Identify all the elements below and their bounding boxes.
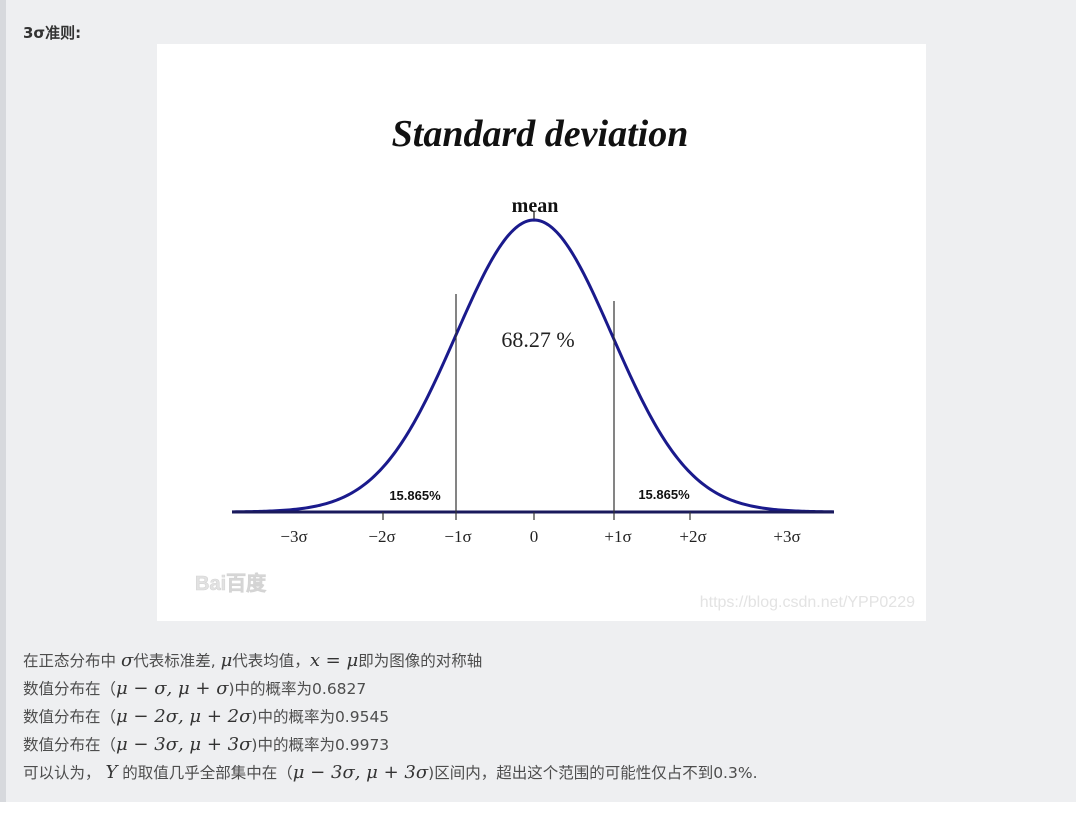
section-title: 3σ准则:: [23, 24, 82, 42]
baidu-watermark: Bai百度: [195, 571, 267, 595]
math-interval-2-sigma: μ − 2σ, μ + 2σ: [116, 706, 252, 727]
text-line-4: 数值分布在（μ − 3σ, μ + 3σ)中的概率为0.9973: [23, 732, 1063, 760]
text-line-2: 数值分布在（μ − σ, μ + σ)中的概率为0.6827: [23, 676, 1063, 704]
bell-curve: [231, 218, 835, 514]
left-tail-percentage: 15.865%: [389, 488, 441, 503]
text-segment: 数值分布在（: [23, 708, 117, 726]
text-segment: )中的概率为0.9973: [251, 736, 390, 754]
diagram-title: Standard deviation: [392, 113, 689, 155]
explanation-text: 在正态分布中 σ代表标准差, μ代表均值，x = μ即为图像的对称轴 数值分布在…: [23, 648, 1063, 788]
mean-label: mean: [512, 195, 559, 217]
math-interval-3-sigma: μ − 3σ, μ + 3σ: [292, 762, 429, 783]
right-tail-percentage: 15.865%: [638, 487, 690, 502]
text-segment: 即为图像的对称轴: [358, 652, 483, 670]
text-line-5: 可以认为， Y 的取值几乎全部集中在（μ − 3σ, μ + 3σ)区间内，超出…: [23, 760, 1063, 788]
text-segment: )区间内，超出这个范围的可能性仅占不到0.3%.: [428, 764, 758, 782]
math-interval-1-sigma: μ − σ, μ + σ: [116, 678, 229, 699]
text-segment: 的取值几乎全部集中在（: [117, 764, 293, 782]
text-line-3: 数值分布在（μ − 2σ, μ + 2σ)中的概率为0.9545: [23, 704, 1063, 732]
text-segment: 在正态分布中: [23, 652, 121, 670]
tick-label-zero: 0: [530, 527, 539, 546]
text-line-1: 在正态分布中 σ代表标准差, μ代表均值，x = μ即为图像的对称轴: [23, 648, 1063, 676]
text-segment: 可以认为，: [23, 764, 106, 782]
math-sigma: σ: [120, 650, 134, 671]
blockquote: 3σ准则: Standard deviation mean 68.27 % 15…: [0, 0, 1076, 802]
center-percentage: 68.27 %: [501, 327, 574, 352]
math-variable-y: Y: [105, 762, 118, 783]
text-segment: 数值分布在（: [23, 736, 117, 754]
tick-label-plus-3: +3σ: [773, 527, 800, 546]
math-mu: μ: [220, 650, 233, 671]
tick-label-plus-2: +2σ: [679, 527, 706, 546]
tick-label-minus-1: −1σ: [444, 527, 471, 546]
text-segment: 代表标准差,: [133, 652, 221, 670]
csdn-url-watermark: https://blog.csdn.net/YPP0229: [700, 594, 915, 611]
normal-distribution-svg: Standard deviation mean 68.27 % 15.865% …: [195, 113, 915, 611]
text-segment: )中的概率为0.9545: [251, 708, 390, 726]
text-segment: 数值分布在（: [23, 680, 117, 698]
tick-label-minus-2: −2σ: [368, 527, 395, 546]
text-segment: 代表均值，: [232, 652, 310, 670]
normal-distribution-figure: Standard deviation mean 68.27 % 15.865% …: [157, 44, 926, 621]
text-segment: )中的概率为0.6827: [228, 680, 367, 698]
math-interval-3-sigma: μ − 3σ, μ + 3σ: [116, 734, 252, 755]
tick-label-plus-1: +1σ: [604, 527, 631, 546]
math-x-equals-mu: x = μ: [309, 650, 359, 671]
tick-label-minus-3: −3σ: [280, 527, 307, 546]
